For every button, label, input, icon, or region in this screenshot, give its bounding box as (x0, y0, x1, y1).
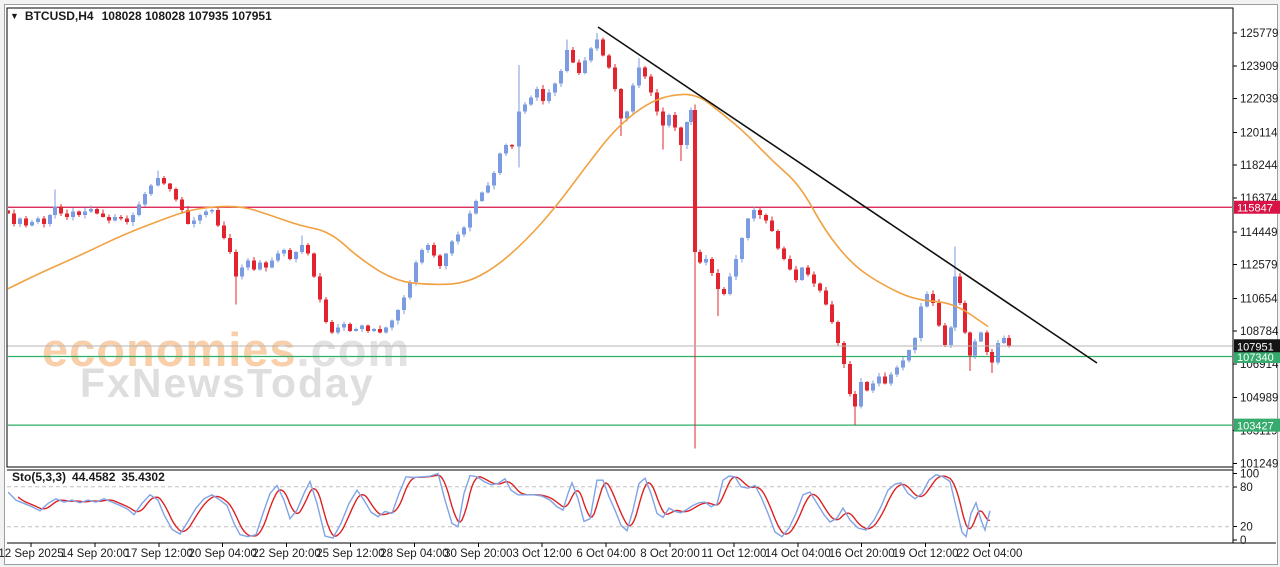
trendline-object[interactable] (597, 26, 1098, 364)
price-badge-103427 (1234, 418, 1280, 432)
time-tick-label: 22 Oct 04:00 (957, 548, 1023, 560)
price-badge-text: 107340 (1237, 352, 1274, 364)
ohlc-quote-values: 108028 108028 107935 107951 (101, 9, 272, 23)
symbol-timeframe-label: BTCUSD,H4 (24, 9, 94, 23)
stochastic-label: Sto(5,3,3) (12, 470, 67, 484)
stochastic-header: Sto(5,3,3) 44.4582 35.4302 (12, 470, 171, 484)
stoch-axis-label: 100 (1240, 469, 1259, 481)
price-tick-label: 110654 (1240, 293, 1278, 305)
price-tick-label: 114449 (1240, 227, 1278, 239)
moving-average-line (8, 93, 989, 328)
time-tick-label: 14 Sep 20:00 (61, 548, 129, 560)
time-tick-label: 14 Oct 04:00 (765, 548, 831, 560)
descending-trendline[interactable] (597, 26, 1098, 364)
price-tick-label: 112579 (1240, 260, 1278, 272)
time-tick-label: 16 Oct 20:00 (829, 548, 895, 560)
price-axis: 1257791239091220391201141182441163741144… (1233, 28, 1279, 470)
time-tick-label: 19 Oct 12:00 (893, 548, 959, 560)
price-badge-115847 (1234, 200, 1280, 214)
stoch-axis-label: 20 (1240, 522, 1253, 534)
time-tick-label: 20 Sep 04:00 (188, 548, 256, 560)
time-tick-label: 8 Oct 20:00 (640, 548, 699, 560)
time-tick-label: 25 Sep 12:00 (316, 548, 384, 560)
price-badge-text: 107951 (1237, 341, 1274, 353)
time-tick-label: 17 Sep 12:00 (125, 548, 193, 560)
price-tick-label: 118244 (1240, 160, 1278, 172)
price-badges: 115847 107340 103427 107951 (1234, 200, 1280, 433)
price-badge-107951 (1234, 339, 1280, 353)
pane-borders (6, 7, 1276, 544)
price-badge-text: 103427 (1237, 421, 1274, 433)
time-tick-label: 12 Sep 2025 (0, 548, 64, 560)
stoch-main-path (8, 472, 991, 539)
price-tick-label: 104989 (1240, 393, 1278, 405)
price-badge-107340 (1234, 349, 1280, 363)
price-tick-label: 120114 (1240, 127, 1278, 139)
price-badge-text: 115847 (1237, 203, 1273, 215)
ma-path[interactable] (8, 93, 989, 328)
stoch-axis-label: 80 (1240, 482, 1253, 494)
watermark-economies: economies.com (42, 322, 410, 377)
symbol-dropdown-icon[interactable]: ▼ (10, 11, 19, 21)
horizontal-level-lines (8, 206, 1232, 426)
price-tick-label: 108784 (1240, 326, 1279, 338)
stochastic-signal-value: 35.4302 (121, 470, 165, 484)
watermark-economies-text: economies (42, 323, 297, 376)
stochastic-main-value: 44.4582 (72, 470, 116, 484)
stoch-axis-label: 0 (1240, 535, 1246, 547)
time-tick-label: 11 Oct 12:00 (701, 548, 766, 560)
price-tick-label: 123909 (1240, 61, 1278, 73)
price-tick-label: 122039 (1240, 94, 1278, 106)
watermark-com-text: .com (296, 323, 411, 376)
time-tick-label: 28 Sep 04:00 (380, 548, 448, 560)
watermark-fxnewstoday: FxNewsToday (80, 360, 375, 406)
stochastic-lines (8, 472, 991, 539)
chart-header: ▼ BTCUSD,H4 108028 108028 107935 107951 (10, 9, 272, 23)
price-tick-label: 101249 (1240, 458, 1278, 470)
stoch-signal-path (17, 474, 991, 537)
price-tick-label: 125779 (1240, 28, 1278, 40)
time-tick-label: 22 Sep 20:00 (252, 548, 320, 560)
time-tick-label: 3 Oct 12:00 (512, 548, 571, 560)
candlesticks (8, 33, 1011, 449)
time-tick-label: 30 Sep 20:00 (444, 548, 512, 560)
time-tick-label: 6 Oct 04:00 (576, 548, 635, 560)
chart-client-area (4, 4, 1278, 565)
